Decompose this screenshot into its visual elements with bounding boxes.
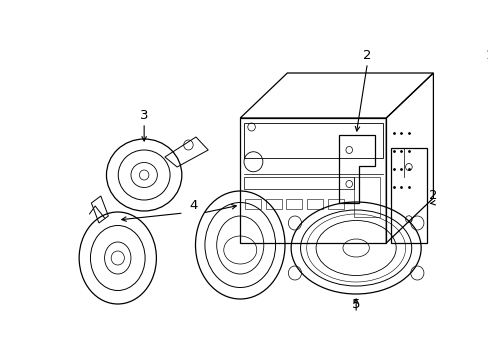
Bar bbox=[306, 199, 323, 209]
Text: 3: 3 bbox=[140, 108, 148, 122]
Bar bbox=[286, 199, 302, 209]
Bar bbox=[244, 177, 353, 189]
Bar bbox=[327, 199, 343, 209]
Text: 1: 1 bbox=[485, 49, 488, 62]
Text: 2: 2 bbox=[428, 189, 437, 202]
Bar bbox=[244, 199, 261, 209]
Bar bbox=[353, 177, 380, 217]
Text: 2: 2 bbox=[363, 49, 371, 62]
Text: 4: 4 bbox=[188, 198, 197, 212]
Bar bbox=[244, 123, 382, 158]
Bar bbox=[265, 199, 281, 209]
Text: 5: 5 bbox=[351, 298, 360, 311]
